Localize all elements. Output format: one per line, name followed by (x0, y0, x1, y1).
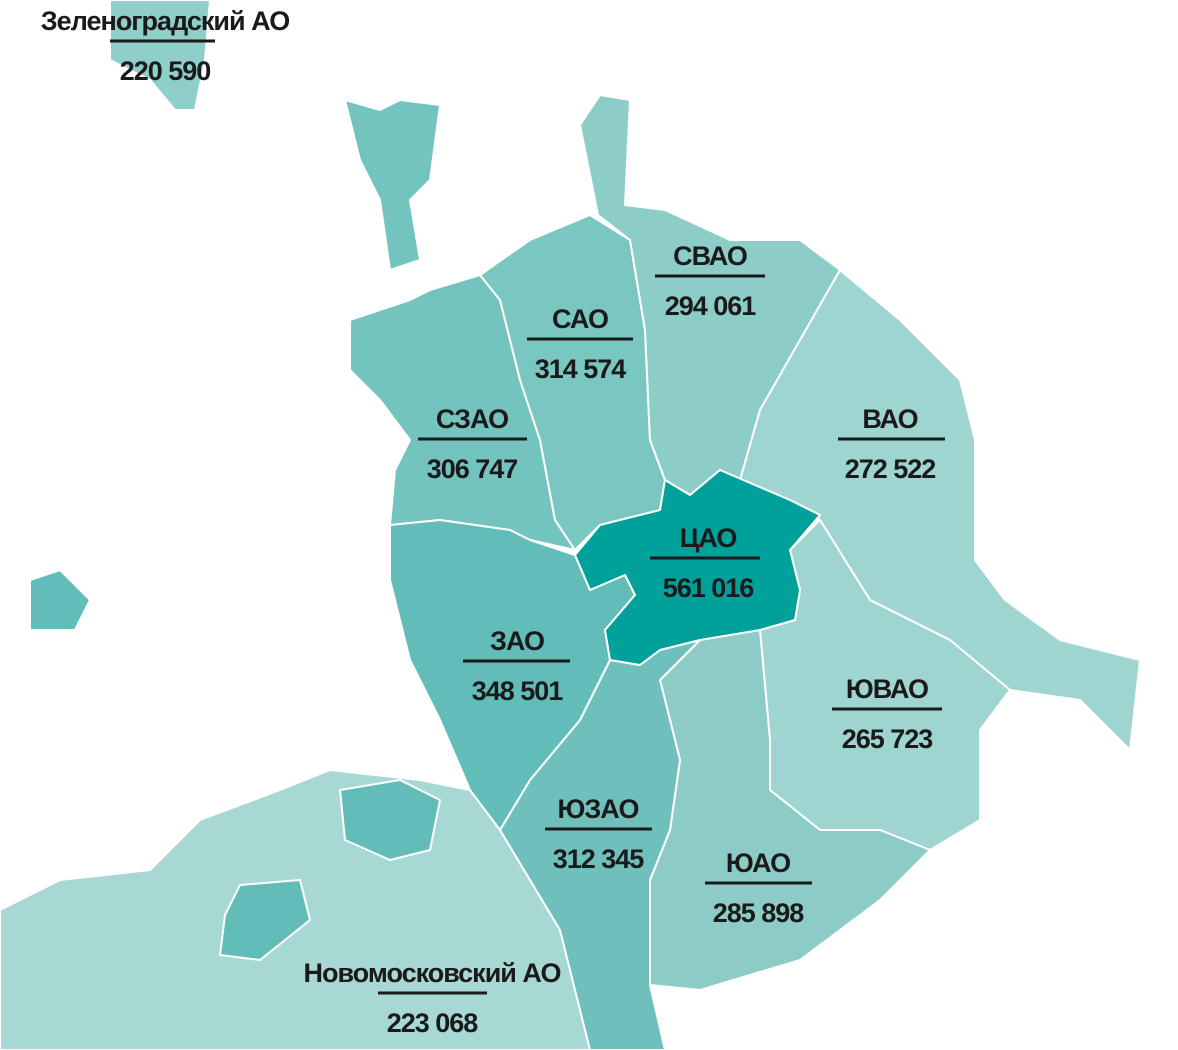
district-name: СВАО (673, 241, 747, 271)
district-population: 312 345 (553, 844, 645, 874)
district-name: ЮЗАО (558, 794, 639, 824)
district-population: 306 747 (427, 454, 518, 484)
district-name: ЮАО (726, 848, 790, 878)
district-name: Зеленоградский АО (41, 6, 289, 36)
district-zelao (109, 0, 211, 111)
district-population: 272 522 (845, 454, 936, 484)
district-population: 348 501 (472, 676, 564, 706)
district-population: 223 068 (387, 1008, 479, 1038)
district-name: ЮВАО (846, 674, 928, 704)
district-nao-part (339, 779, 441, 861)
district-zelao-part (29, 569, 91, 631)
district-szao (349, 274, 576, 551)
district-name: ЦАО (680, 523, 737, 553)
district-cao (574, 469, 821, 666)
district-szao-part (344, 99, 441, 271)
district-population: 220 590 (120, 56, 211, 86)
district-name: ЗАО (490, 626, 544, 656)
district-population: 314 574 (535, 354, 627, 384)
district-population: 294 061 (665, 291, 757, 321)
district-population: 285 898 (713, 898, 805, 928)
district-name: САО (552, 304, 608, 334)
district-name: Новомосковский АО (303, 958, 560, 988)
district-name: ВАО (862, 404, 917, 434)
district-name: СЗАО (436, 404, 508, 434)
district-nao-part (219, 879, 311, 961)
district-population: 265 723 (842, 724, 934, 754)
district-population: 561 016 (663, 573, 755, 603)
